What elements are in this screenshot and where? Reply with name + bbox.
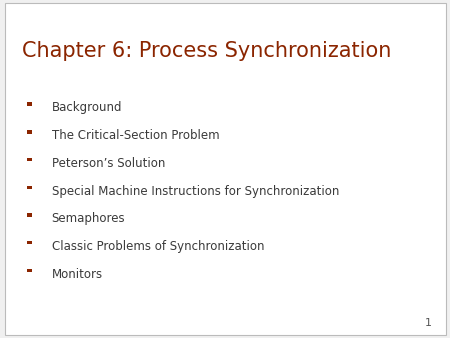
- FancyBboxPatch shape: [27, 269, 32, 272]
- Text: Background: Background: [52, 101, 122, 114]
- Text: Chapter 6: Process Synchronization: Chapter 6: Process Synchronization: [22, 41, 392, 61]
- FancyBboxPatch shape: [27, 241, 32, 244]
- Text: Peterson’s Solution: Peterson’s Solution: [52, 157, 165, 170]
- Text: 1: 1: [425, 318, 432, 328]
- Text: Classic Problems of Synchronization: Classic Problems of Synchronization: [52, 240, 264, 253]
- FancyBboxPatch shape: [4, 3, 446, 335]
- FancyBboxPatch shape: [27, 213, 32, 217]
- Text: Semaphores: Semaphores: [52, 212, 126, 225]
- FancyBboxPatch shape: [27, 186, 32, 189]
- Text: Special Machine Instructions for Synchronization: Special Machine Instructions for Synchro…: [52, 185, 339, 197]
- FancyBboxPatch shape: [27, 102, 32, 106]
- FancyBboxPatch shape: [27, 158, 32, 161]
- Text: The Critical-Section Problem: The Critical-Section Problem: [52, 129, 220, 142]
- FancyBboxPatch shape: [27, 130, 32, 134]
- Text: Monitors: Monitors: [52, 268, 103, 281]
